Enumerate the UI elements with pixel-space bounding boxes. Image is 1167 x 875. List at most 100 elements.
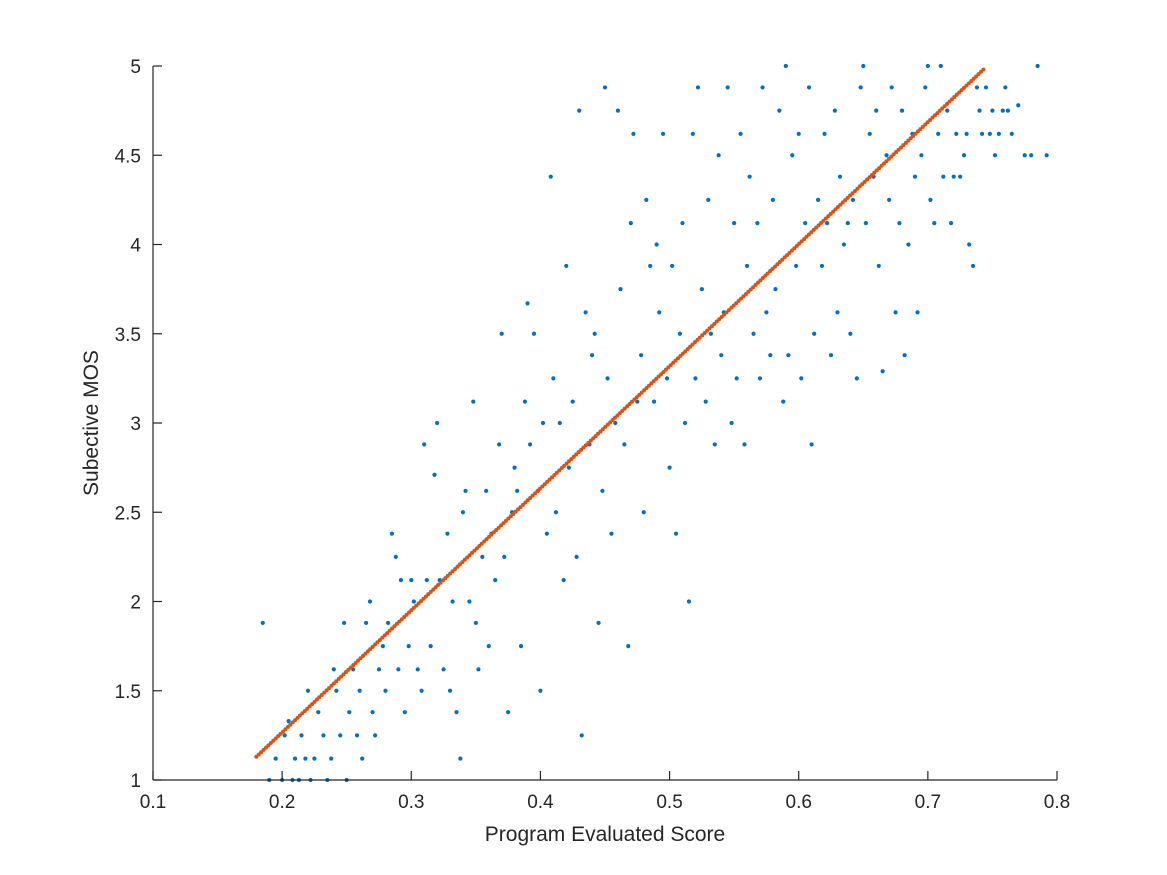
data-point [854,376,859,381]
data-point [712,442,717,447]
data-point [661,131,666,136]
data-point [996,131,1001,136]
data-point [370,710,375,715]
data-point [486,644,491,649]
data-point [515,488,520,493]
data-point [773,287,778,292]
data-point [958,174,963,179]
data-point [531,331,537,336]
data-point [938,63,943,69]
data-point [977,108,982,113]
data-point [1000,108,1005,113]
data-point [493,577,498,583]
data-point [828,353,834,358]
data-point [974,85,980,90]
data-point [639,353,644,358]
data-point [331,667,336,672]
data-point [1035,63,1040,69]
data-point [424,577,429,583]
data-point [406,644,411,649]
data-point [347,710,352,715]
x-tick-label: 0.3 [398,792,424,813]
data-point [398,577,404,583]
data-point [579,733,584,738]
data-point [548,174,553,179]
data-point [402,710,407,715]
data-point [316,710,321,715]
data-point [357,688,362,693]
data-point [445,531,450,536]
data-point [867,131,872,136]
x-tick-label: 0.5 [656,792,682,813]
data-point [850,197,856,202]
data-point [525,301,530,306]
data-point [680,220,685,226]
data-point [615,108,621,113]
data-point [609,531,614,536]
data-point [786,353,791,358]
data-point [876,263,881,269]
data-point [441,667,446,672]
data-point [551,376,556,381]
data-point [990,108,995,113]
data-point [848,331,853,336]
data-point [600,488,605,493]
data-point [693,376,698,381]
data-point [961,153,967,158]
data-point [499,331,504,336]
data-point [260,620,265,626]
data-point [874,108,879,113]
data-point [473,620,478,626]
data-point [751,331,756,336]
data-point [602,85,608,90]
data-point [992,153,998,158]
data-point [949,220,954,226]
data-point [809,442,814,447]
data-point [512,465,517,470]
data-point [628,220,633,226]
data-point [861,63,866,69]
data-point [803,220,808,226]
data-point [964,131,969,136]
data-point [540,420,546,426]
data-point [373,733,378,738]
data-point [376,667,382,672]
data-point [757,376,763,381]
data-point [561,577,566,583]
data-point [770,197,775,202]
data-point [522,399,528,404]
data-point [783,63,788,69]
data-point [657,310,662,315]
y-axis-title: Subective MOS [80,350,103,496]
data-point [292,756,298,761]
data-point [893,310,898,315]
data-point [644,197,649,202]
data-point [447,688,453,693]
data-point [383,688,388,693]
x-tick-label: 0.7 [915,792,941,813]
data-point [527,442,533,447]
data-point [286,718,291,724]
data-point [690,131,695,136]
data-point [570,399,575,404]
y-tick-label: 3 [130,414,141,435]
data-point [618,287,623,292]
data-point [411,599,416,604]
data-point [497,442,502,447]
data-point [932,220,937,226]
data-point [987,131,992,136]
data-point [790,153,795,158]
data-point [635,399,640,404]
data-point [389,531,395,536]
data-point [768,353,773,358]
data-point [605,376,610,381]
data-point [845,220,850,226]
data-point [832,108,837,113]
data-point [338,733,343,738]
fit-line-layer [254,67,986,759]
data-point [923,85,928,90]
data-point [747,174,752,179]
data-point [863,220,868,226]
data-point [321,733,326,738]
data-point [282,733,287,738]
